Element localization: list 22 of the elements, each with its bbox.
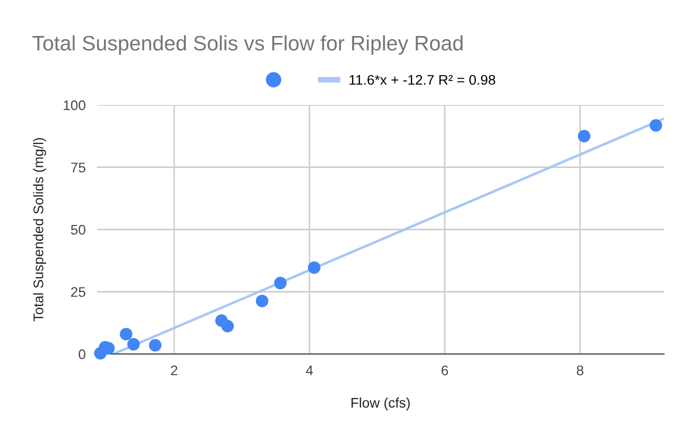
point <box>308 261 320 274</box>
chart-title: Total Suspended Solis vs Flow for Ripley Road <box>32 35 463 55</box>
point <box>578 130 590 142</box>
x-tick-label: 4 <box>306 366 313 376</box>
legend-label: 11.6*x + -12.7 R² = 0.98 <box>350 74 496 85</box>
point <box>274 276 287 290</box>
y-tick-label: 50 <box>70 224 86 235</box>
y-tick-label: 0 <box>78 349 86 360</box>
y-axis-title: Total Suspended Solids (mg/l) <box>33 138 46 322</box>
x-axis-title: Flow (cfs) <box>352 398 410 410</box>
x-tick-label: 6 <box>442 365 448 376</box>
y-tick-label: 100 <box>64 100 86 110</box>
x-tick-label: 8 <box>576 365 584 376</box>
x-tick-label: 2 <box>170 365 178 376</box>
y-tick-label: 75 <box>71 162 86 172</box>
point <box>148 339 162 352</box>
point <box>127 338 140 351</box>
point <box>221 320 234 332</box>
y-tick-label: 25 <box>71 287 86 297</box>
point <box>256 294 268 308</box>
point <box>120 328 132 340</box>
point <box>650 119 662 132</box>
